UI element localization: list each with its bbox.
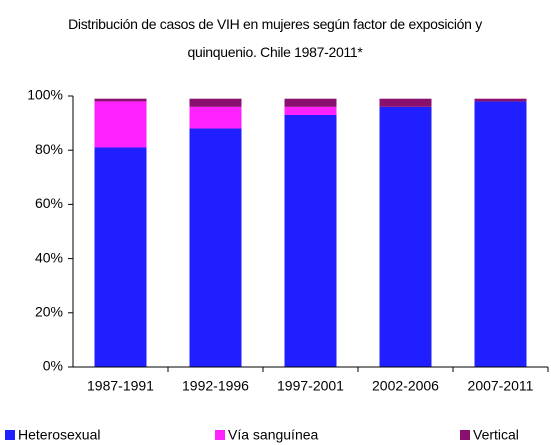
y-tick-label: 100%	[27, 87, 63, 103]
bar-segment	[94, 147, 147, 367]
legend-label: Vía sanguínea	[228, 427, 319, 443]
legend-label: Heterosexual	[18, 427, 101, 443]
legend-label: Vertical	[473, 427, 519, 443]
y-tick-label: 80%	[35, 141, 63, 157]
bar-segment	[284, 114, 337, 367]
chart-title: Distribución de casos de VIH en mujeres …	[68, 16, 482, 60]
x-tick-label: 2007-2011	[468, 378, 534, 394]
bar-segment	[474, 98, 527, 102]
legend-swatch	[215, 430, 225, 440]
bar-segment	[94, 101, 147, 148]
x-tick-label: 2002-2006	[372, 378, 439, 394]
x-tick-label: 1987-1991	[87, 378, 154, 394]
x-tick-label: 1992-1996	[182, 378, 249, 394]
legend-swatch	[5, 430, 15, 440]
bar-segment	[189, 128, 242, 367]
y-tick-label: 20%	[35, 304, 63, 320]
bar-segment	[379, 106, 432, 367]
bar-segment	[474, 101, 527, 368]
bar-segment	[189, 98, 242, 107]
bar-segment	[94, 98, 147, 102]
y-tick-label: 0%	[43, 358, 63, 374]
bar-segment	[284, 106, 337, 115]
legend-swatch	[460, 430, 470, 440]
bar-segment	[379, 98, 432, 107]
y-tick-label: 40%	[35, 249, 63, 265]
bar-segment	[189, 106, 242, 129]
bar-segment	[284, 98, 337, 107]
x-tick-label: 1997-2001	[277, 378, 344, 394]
y-tick-label: 60%	[35, 195, 63, 211]
